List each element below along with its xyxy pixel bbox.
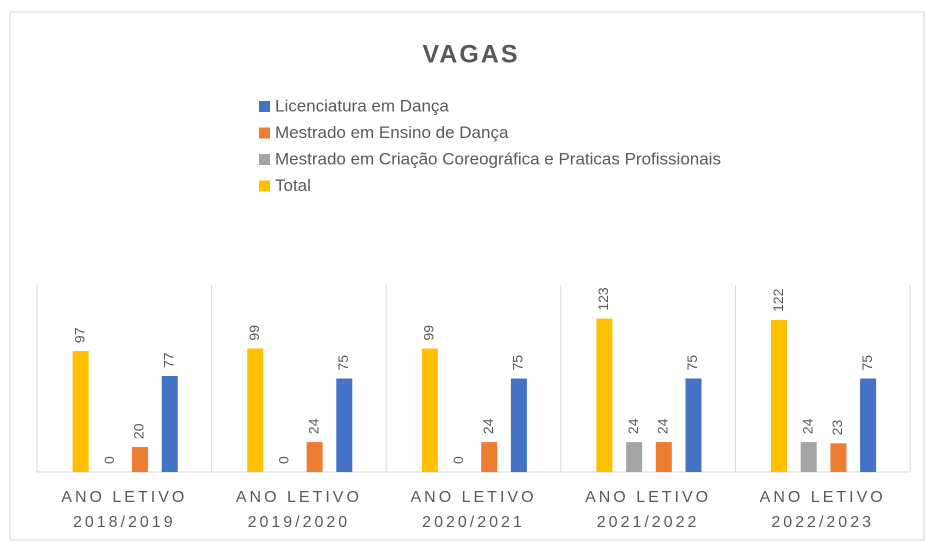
value-label: 0 bbox=[276, 456, 292, 464]
chart-title: VAGAS bbox=[422, 41, 519, 69]
legend-swatch bbox=[259, 101, 270, 112]
value-label: 23 bbox=[829, 420, 845, 436]
value-label: 99 bbox=[421, 325, 437, 341]
bar bbox=[421, 348, 438, 472]
value-label: 122 bbox=[770, 288, 786, 312]
legend-label: Licenciatura em Dança bbox=[275, 96, 449, 115]
value-label: 0 bbox=[101, 456, 117, 464]
bar bbox=[306, 442, 323, 472]
bar bbox=[800, 442, 817, 472]
bar bbox=[132, 447, 149, 472]
bar bbox=[72, 351, 89, 472]
bar bbox=[685, 378, 702, 472]
value-label: 75 bbox=[510, 355, 526, 371]
value-label: 75 bbox=[335, 355, 351, 371]
legend-swatch bbox=[259, 127, 270, 139]
value-label: 24 bbox=[625, 418, 641, 434]
bar bbox=[596, 318, 613, 472]
bar bbox=[626, 442, 643, 472]
bar bbox=[247, 348, 264, 472]
bar bbox=[860, 378, 877, 472]
value-label: 75 bbox=[684, 355, 700, 371]
value-label: 123 bbox=[595, 287, 611, 311]
bar bbox=[336, 378, 353, 472]
bar bbox=[510, 378, 527, 472]
x-tick-label: ANO LETIVO 2018/2019 bbox=[61, 489, 188, 531]
value-label: 99 bbox=[246, 325, 262, 341]
x-tick-label: ANO LETIVO 2021/2022 bbox=[585, 489, 712, 531]
bar bbox=[655, 442, 672, 472]
x-tick-label: ANO LETIVO 2019/2020 bbox=[235, 489, 362, 531]
bar bbox=[161, 376, 178, 472]
value-label: 77 bbox=[160, 352, 176, 368]
legend-label: Total bbox=[275, 176, 311, 195]
legend-swatch bbox=[259, 154, 270, 165]
value-label: 97 bbox=[71, 327, 87, 343]
x-tick-label: ANO LETIVO 2022/2023 bbox=[759, 489, 886, 531]
value-label: 20 bbox=[131, 423, 147, 439]
bar bbox=[830, 443, 847, 472]
legend-label: Mestrado em Ensino de Dança bbox=[275, 123, 509, 142]
value-label: 24 bbox=[799, 418, 815, 434]
value-label: 0 bbox=[450, 456, 466, 464]
x-tick-label: ANO LETIVO 2020/2021 bbox=[410, 489, 537, 531]
bar bbox=[771, 319, 788, 472]
value-label: 24 bbox=[305, 418, 321, 434]
value-label: 24 bbox=[655, 418, 671, 434]
legend-label: Mestrado em Criação Coreográfica e Prati… bbox=[275, 149, 721, 168]
value-label: 75 bbox=[859, 355, 875, 371]
bar bbox=[481, 442, 498, 472]
legend-swatch bbox=[259, 180, 270, 192]
value-label: 24 bbox=[480, 418, 496, 434]
